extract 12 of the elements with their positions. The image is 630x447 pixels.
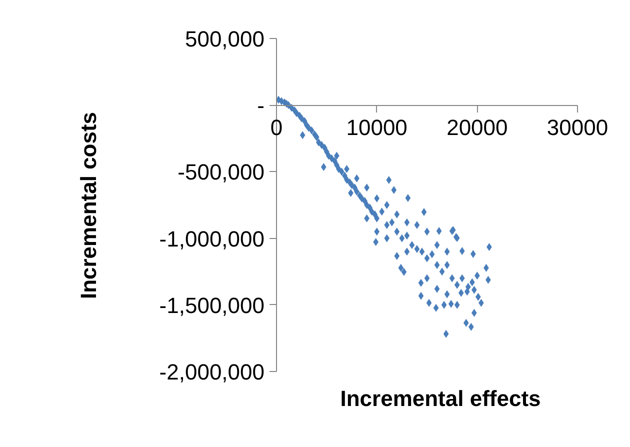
y-axis-title: Incremental costs [76, 112, 101, 300]
y-tick-label: -2,000,000 [159, 360, 265, 384]
y-tick-label: -500,000 [178, 160, 265, 185]
x-tick-label: 0 [270, 115, 283, 140]
x-axis-title: Incremental effects [340, 386, 541, 411]
y-tick-label: -1,000,000 [159, 226, 265, 252]
x-tick-label: 30000 [546, 115, 608, 140]
y-tick-label: - [257, 93, 264, 118]
x-tick-label: 20000 [446, 115, 508, 140]
y-tick-label: 500,000 [184, 26, 265, 52]
x-tick-label: 10000 [346, 115, 408, 140]
y-tick-label: -1,500,000 [159, 292, 265, 318]
